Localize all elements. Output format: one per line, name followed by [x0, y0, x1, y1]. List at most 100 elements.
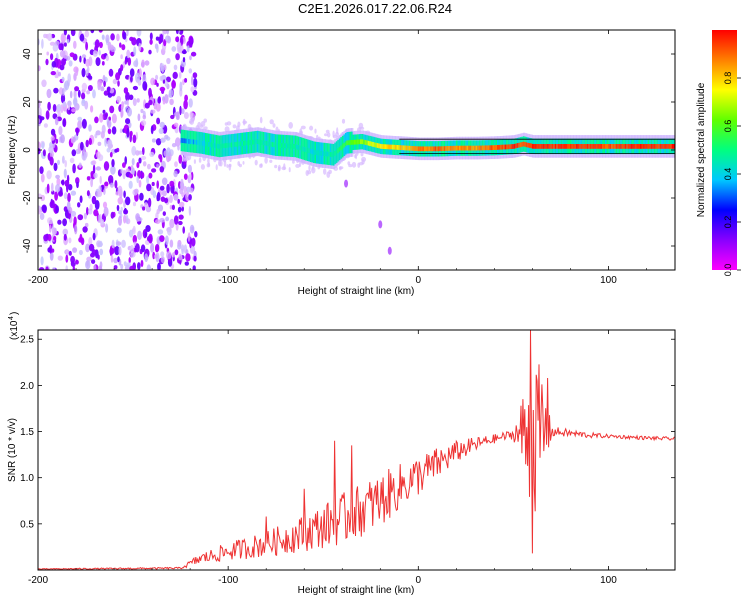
ridge-core — [582, 144, 585, 149]
noise-blob — [84, 100, 89, 110]
noise-blob — [150, 125, 154, 135]
ridge-core — [443, 146, 447, 151]
noise-blob — [92, 164, 96, 174]
noise-blob — [193, 255, 197, 262]
noise-blob — [81, 151, 87, 161]
noise-blob — [100, 86, 105, 92]
halo-blob — [295, 163, 300, 168]
halo-blob — [300, 125, 306, 130]
ridge-core — [518, 142, 521, 148]
ridge-core — [670, 144, 673, 149]
noise-blob — [53, 162, 58, 172]
halo-blob — [242, 120, 248, 125]
ridge-core — [360, 139, 363, 145]
ridge-core — [303, 146, 307, 152]
noise-blob — [174, 161, 178, 168]
noise-blob — [67, 105, 71, 111]
ridge-core — [542, 144, 546, 149]
ridge-core — [434, 146, 438, 152]
noise-blob — [159, 166, 165, 173]
ridge-core — [433, 146, 436, 152]
noise-blob — [65, 265, 68, 270]
halo-blob — [324, 133, 328, 137]
noise-blob — [128, 173, 133, 179]
noise-blob — [59, 64, 65, 71]
ridge-core — [188, 139, 191, 144]
ridge-core — [373, 142, 377, 148]
ridge-core — [626, 144, 629, 149]
ridge-core — [538, 144, 541, 149]
noise-blob — [134, 243, 140, 253]
ridge-core — [375, 142, 378, 148]
noise-blob — [117, 80, 120, 87]
noise-blob — [90, 178, 93, 188]
ridge-core — [611, 144, 614, 149]
noise-blob — [148, 49, 152, 55]
noise-blob — [86, 190, 90, 197]
noise-blob — [129, 130, 133, 137]
ridge-core — [267, 141, 270, 146]
noise-blob — [142, 114, 147, 120]
noise-blob — [70, 190, 77, 196]
noise-blob — [132, 225, 136, 235]
ridge-core — [183, 138, 187, 144]
halo-blob — [207, 162, 210, 167]
noise-blob — [181, 50, 187, 55]
ridge-core — [191, 139, 194, 145]
noise-blob — [112, 78, 118, 85]
ridge-core — [431, 146, 434, 152]
ridge-core — [279, 143, 282, 148]
noise-blob — [83, 212, 87, 220]
noise-blob — [161, 190, 167, 197]
noise-blob — [47, 33, 53, 41]
ridge-core — [424, 146, 427, 152]
noise-blob — [141, 59, 145, 68]
noise-blob — [95, 57, 101, 67]
halo-blob — [272, 123, 276, 128]
noise-blob — [178, 154, 183, 164]
ridge-core — [313, 149, 316, 155]
ridge-core — [264, 140, 267, 146]
noise-blob — [65, 254, 69, 263]
ridge-core — [227, 142, 231, 148]
noise-blob — [120, 168, 123, 174]
ridge-core — [535, 144, 538, 149]
halo-blob — [254, 159, 258, 166]
halo-blob — [332, 130, 335, 138]
noise-blob — [57, 255, 63, 261]
noise-blob — [81, 82, 88, 91]
noise-blob — [171, 143, 177, 148]
noise-blob — [108, 116, 111, 122]
ridge-core — [299, 145, 302, 151]
noise-blob — [52, 104, 57, 112]
noise-blob — [153, 102, 157, 110]
noise-blob — [81, 67, 86, 78]
noise-blob — [68, 60, 73, 67]
noise-blob — [179, 81, 183, 92]
noise-blob — [94, 200, 100, 210]
noise-blob — [148, 172, 153, 179]
noise-blob — [159, 217, 165, 223]
ridge-core — [271, 142, 275, 147]
noise-blob — [189, 111, 193, 119]
ridge-core — [548, 144, 552, 149]
noise-blob — [124, 100, 128, 105]
noise-blob — [109, 87, 115, 94]
halo-blob — [232, 124, 237, 129]
ridge-core — [490, 145, 494, 151]
noise-blob — [179, 188, 184, 195]
ridge-core — [437, 146, 441, 152]
ridge-core — [268, 141, 272, 147]
noise-blob — [40, 194, 45, 202]
ridge-core — [615, 144, 619, 149]
halo-blob — [338, 166, 342, 171]
ridge-core — [390, 144, 393, 150]
ridge-core — [617, 144, 620, 149]
noise-blob — [39, 267, 45, 270]
ridge-core — [533, 144, 536, 149]
ridge-core — [206, 141, 209, 147]
noise-blob — [51, 182, 54, 192]
noise-blob — [140, 259, 144, 268]
halo-blob — [308, 165, 311, 171]
ridge-core — [427, 146, 430, 152]
